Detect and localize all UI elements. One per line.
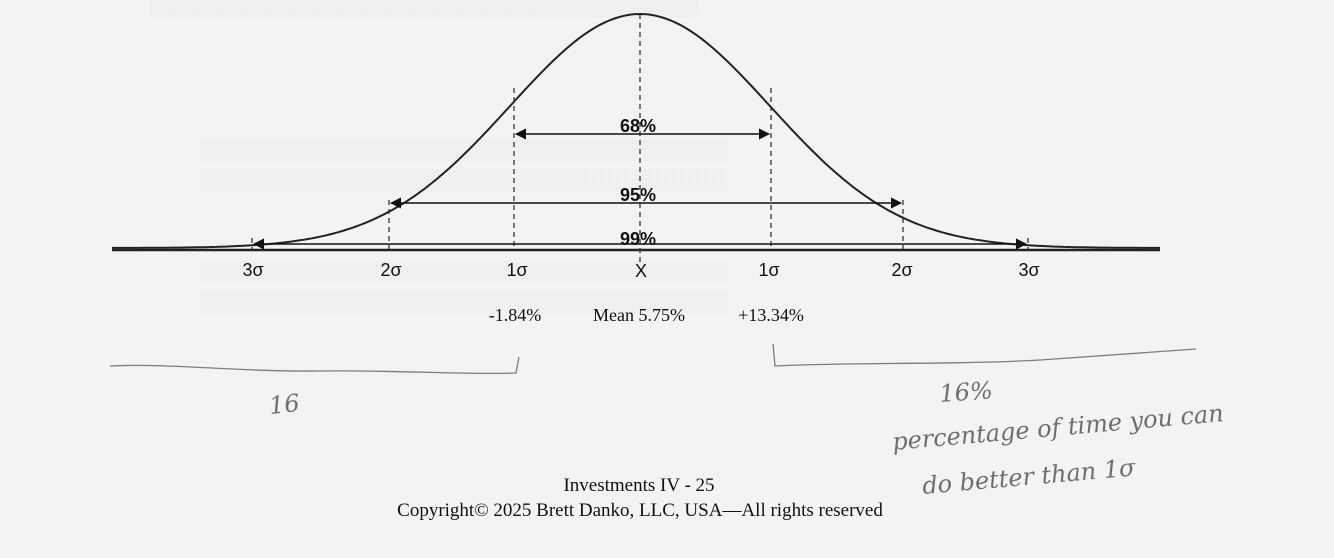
pencil-left-tail-line — [109, 356, 520, 375]
range-label-95: 95% — [620, 185, 656, 205]
handwritten-left-16: 16 — [268, 389, 301, 420]
range-label-99: 99% — [620, 229, 656, 249]
sigma-label-left-3: 3σ — [242, 260, 263, 280]
value-plus-one-sigma: +13.34% — [738, 305, 804, 325]
sigma-label-right-1: 1σ — [758, 260, 779, 280]
footer-copyright: Copyright© 2025 Brett Danko, LLC, USA—Al… — [397, 500, 883, 521]
pencil-right-tail-line — [772, 343, 1197, 367]
sigma-label-left-1: 1σ — [506, 260, 527, 280]
value-minus-one-sigma: -1.84% — [489, 305, 542, 325]
center-label-x: X — [635, 261, 647, 281]
range-label-68: 68% — [620, 116, 656, 136]
footer-page-label: Investments IV - 25 — [563, 475, 715, 496]
handwritten-right-16-percent: 16% — [938, 376, 993, 408]
sigma-label-right-3: 3σ — [1018, 260, 1039, 280]
value-mean: Mean 5.75% — [593, 305, 685, 325]
sigma-lines — [251, 14, 1029, 262]
sigma-label-right-2: 2σ — [891, 260, 912, 280]
sigma-label-left-2: 2σ — [380, 260, 401, 280]
